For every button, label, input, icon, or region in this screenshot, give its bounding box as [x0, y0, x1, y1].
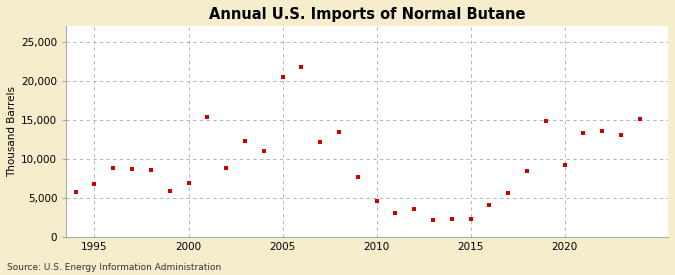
Point: [89, 182, 100, 186]
Point: [465, 216, 476, 221]
Point: [409, 207, 420, 211]
Point: [352, 174, 363, 179]
Point: [315, 140, 325, 144]
Point: [503, 191, 514, 195]
Point: [146, 168, 157, 172]
Point: [202, 115, 213, 119]
Point: [259, 148, 269, 153]
Point: [578, 131, 589, 135]
Point: [634, 117, 645, 121]
Point: [371, 199, 382, 203]
Point: [108, 166, 119, 170]
Point: [446, 216, 457, 221]
Point: [240, 138, 250, 143]
Point: [277, 75, 288, 80]
Text: Source: U.S. Energy Information Administration: Source: U.S. Energy Information Administ…: [7, 263, 221, 272]
Title: Annual U.S. Imports of Normal Butane: Annual U.S. Imports of Normal Butane: [209, 7, 525, 22]
Point: [541, 119, 551, 123]
Point: [296, 65, 306, 70]
Point: [164, 188, 175, 193]
Y-axis label: Thousand Barrels: Thousand Barrels: [7, 86, 17, 177]
Point: [333, 130, 344, 134]
Point: [616, 133, 626, 138]
Point: [390, 211, 401, 216]
Point: [559, 163, 570, 167]
Point: [127, 167, 138, 171]
Point: [522, 169, 533, 173]
Point: [597, 128, 608, 133]
Point: [427, 217, 438, 222]
Point: [484, 202, 495, 207]
Point: [183, 181, 194, 185]
Point: [70, 190, 81, 194]
Point: [221, 166, 232, 170]
